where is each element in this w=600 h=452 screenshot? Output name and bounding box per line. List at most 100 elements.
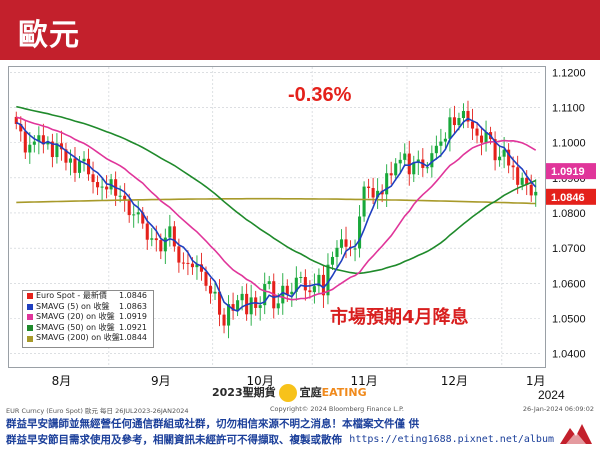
legend-swatch: [27, 335, 33, 342]
watermark: 2023聖期貨 宜庭EATING: [212, 384, 367, 408]
candle-body: [326, 264, 330, 296]
legend-label: SMAVG (200) on 收盤: [36, 333, 120, 343]
candle-body: [317, 274, 321, 287]
candle-body: [403, 153, 407, 160]
candle-body: [181, 262, 185, 264]
source-info: EUR Curncy (Euro Spot) 歐元 每日 26JUL2023-2…: [6, 407, 189, 415]
price-tag-label: 1.0846: [551, 192, 585, 204]
candle-body: [439, 141, 443, 146]
timestamp: 26-Jan-2024 06:09:02: [522, 405, 594, 413]
candle-body: [96, 182, 100, 188]
legend-value: 1.0846: [119, 291, 147, 300]
y-tick-label: 1.0700: [552, 243, 586, 255]
candle-body: [150, 238, 154, 240]
x-tick-label: 8月: [52, 374, 72, 388]
candle-body: [294, 277, 298, 292]
candle-body: [534, 191, 538, 196]
watermark-text: 聖期貨: [242, 386, 276, 399]
candle-body: [168, 226, 172, 238]
candle-body: [362, 186, 366, 217]
candle-body: [353, 248, 357, 250]
candle-body: [55, 143, 59, 158]
price-tag: [546, 163, 596, 180]
candle-body: [290, 291, 294, 295]
candle-body: [443, 138, 447, 142]
candle-body: [91, 174, 95, 183]
candle-body: [389, 173, 393, 176]
candle-body: [23, 131, 27, 153]
candle-body: [493, 139, 497, 161]
x-tick-label: 11月: [350, 374, 377, 388]
x-tick-label: 10月: [247, 374, 274, 388]
album-link[interactable]: https://eting1688.pixnet.net/album: [349, 434, 554, 445]
sma200-line: [16, 197, 536, 205]
candle-body: [222, 314, 226, 326]
candle-body: [199, 264, 204, 272]
candle-body: [68, 158, 73, 163]
candle-body: [154, 238, 158, 241]
candle-body: [227, 304, 231, 326]
candle-body: [525, 177, 529, 185]
sma20-line: [16, 116, 537, 301]
candle-body: [100, 186, 104, 188]
candle-body: [217, 291, 222, 315]
candle-body: [46, 141, 50, 145]
candle-body: [172, 226, 176, 247]
candle-body: [231, 304, 235, 311]
candle-body: [213, 291, 217, 294]
company-logo-icon: [560, 424, 592, 444]
candle-body: [498, 156, 502, 161]
candle-body: [281, 285, 285, 304]
candle-body: [412, 162, 416, 175]
candle-body: [434, 145, 438, 154]
candle-body: [118, 195, 122, 197]
candle-body: [299, 277, 303, 279]
disclaimer-line-2: 群益早安節目需求使用及參考，相關資訊未經許可不得擷取、複製或散佈: [6, 434, 342, 446]
legend-swatch: [27, 293, 33, 300]
watermark-year: 2023: [212, 386, 243, 399]
candle-body: [507, 149, 511, 166]
candle-body: [105, 186, 109, 190]
watermark-brand: EATING: [321, 386, 367, 399]
candle-body: [82, 158, 86, 162]
y-tick-label: 1.0400: [552, 349, 586, 361]
candle-body: [479, 135, 484, 143]
candle-body: [308, 290, 312, 293]
candle-body: [339, 239, 344, 248]
candle-body: [520, 177, 524, 185]
legend-swatch: [27, 303, 33, 310]
candle-body: [132, 214, 136, 216]
page-title: 歐元: [18, 18, 80, 53]
candle-body: [475, 128, 479, 136]
price-tag: [546, 188, 596, 205]
y-tick-label: 1.1200: [552, 67, 586, 79]
candle-body: [77, 161, 82, 173]
change-percent-label: -0.36%: [288, 84, 352, 106]
candle-body: [312, 286, 316, 293]
sun-icon: [278, 384, 297, 402]
candle-body: [344, 239, 348, 247]
candle-body: [407, 153, 411, 175]
y-tick-label: 1.0500: [552, 314, 586, 326]
y-tick-label: 1.0800: [552, 208, 586, 220]
candle-body: [516, 167, 520, 185]
legend-row-spot: Euro Spot - 最新價 1.0846: [23, 291, 153, 302]
candle-body: [335, 247, 339, 257]
legend-row-sma20: SMAVG (20) on 收盤 1.0919: [23, 312, 153, 323]
candle-body: [14, 116, 18, 124]
chart-legend: Euro Spot - 最新價 1.0846 SMAVG (5) on 收盤 1.0…: [22, 290, 154, 348]
candle-body: [385, 173, 389, 195]
candle-body: [240, 293, 244, 301]
candle-body: [86, 158, 91, 175]
candle-body: [452, 117, 456, 126]
legend-value: 1.0863: [119, 301, 147, 311]
candle-body: [466, 110, 470, 122]
candle-body: [41, 135, 45, 145]
legend-value: 1.0921: [119, 322, 147, 332]
candle-body: [159, 240, 163, 252]
candle-body: [127, 200, 131, 216]
candle-body: [177, 246, 181, 263]
sma50-line: [16, 105, 537, 275]
candle-body: [398, 159, 402, 164]
